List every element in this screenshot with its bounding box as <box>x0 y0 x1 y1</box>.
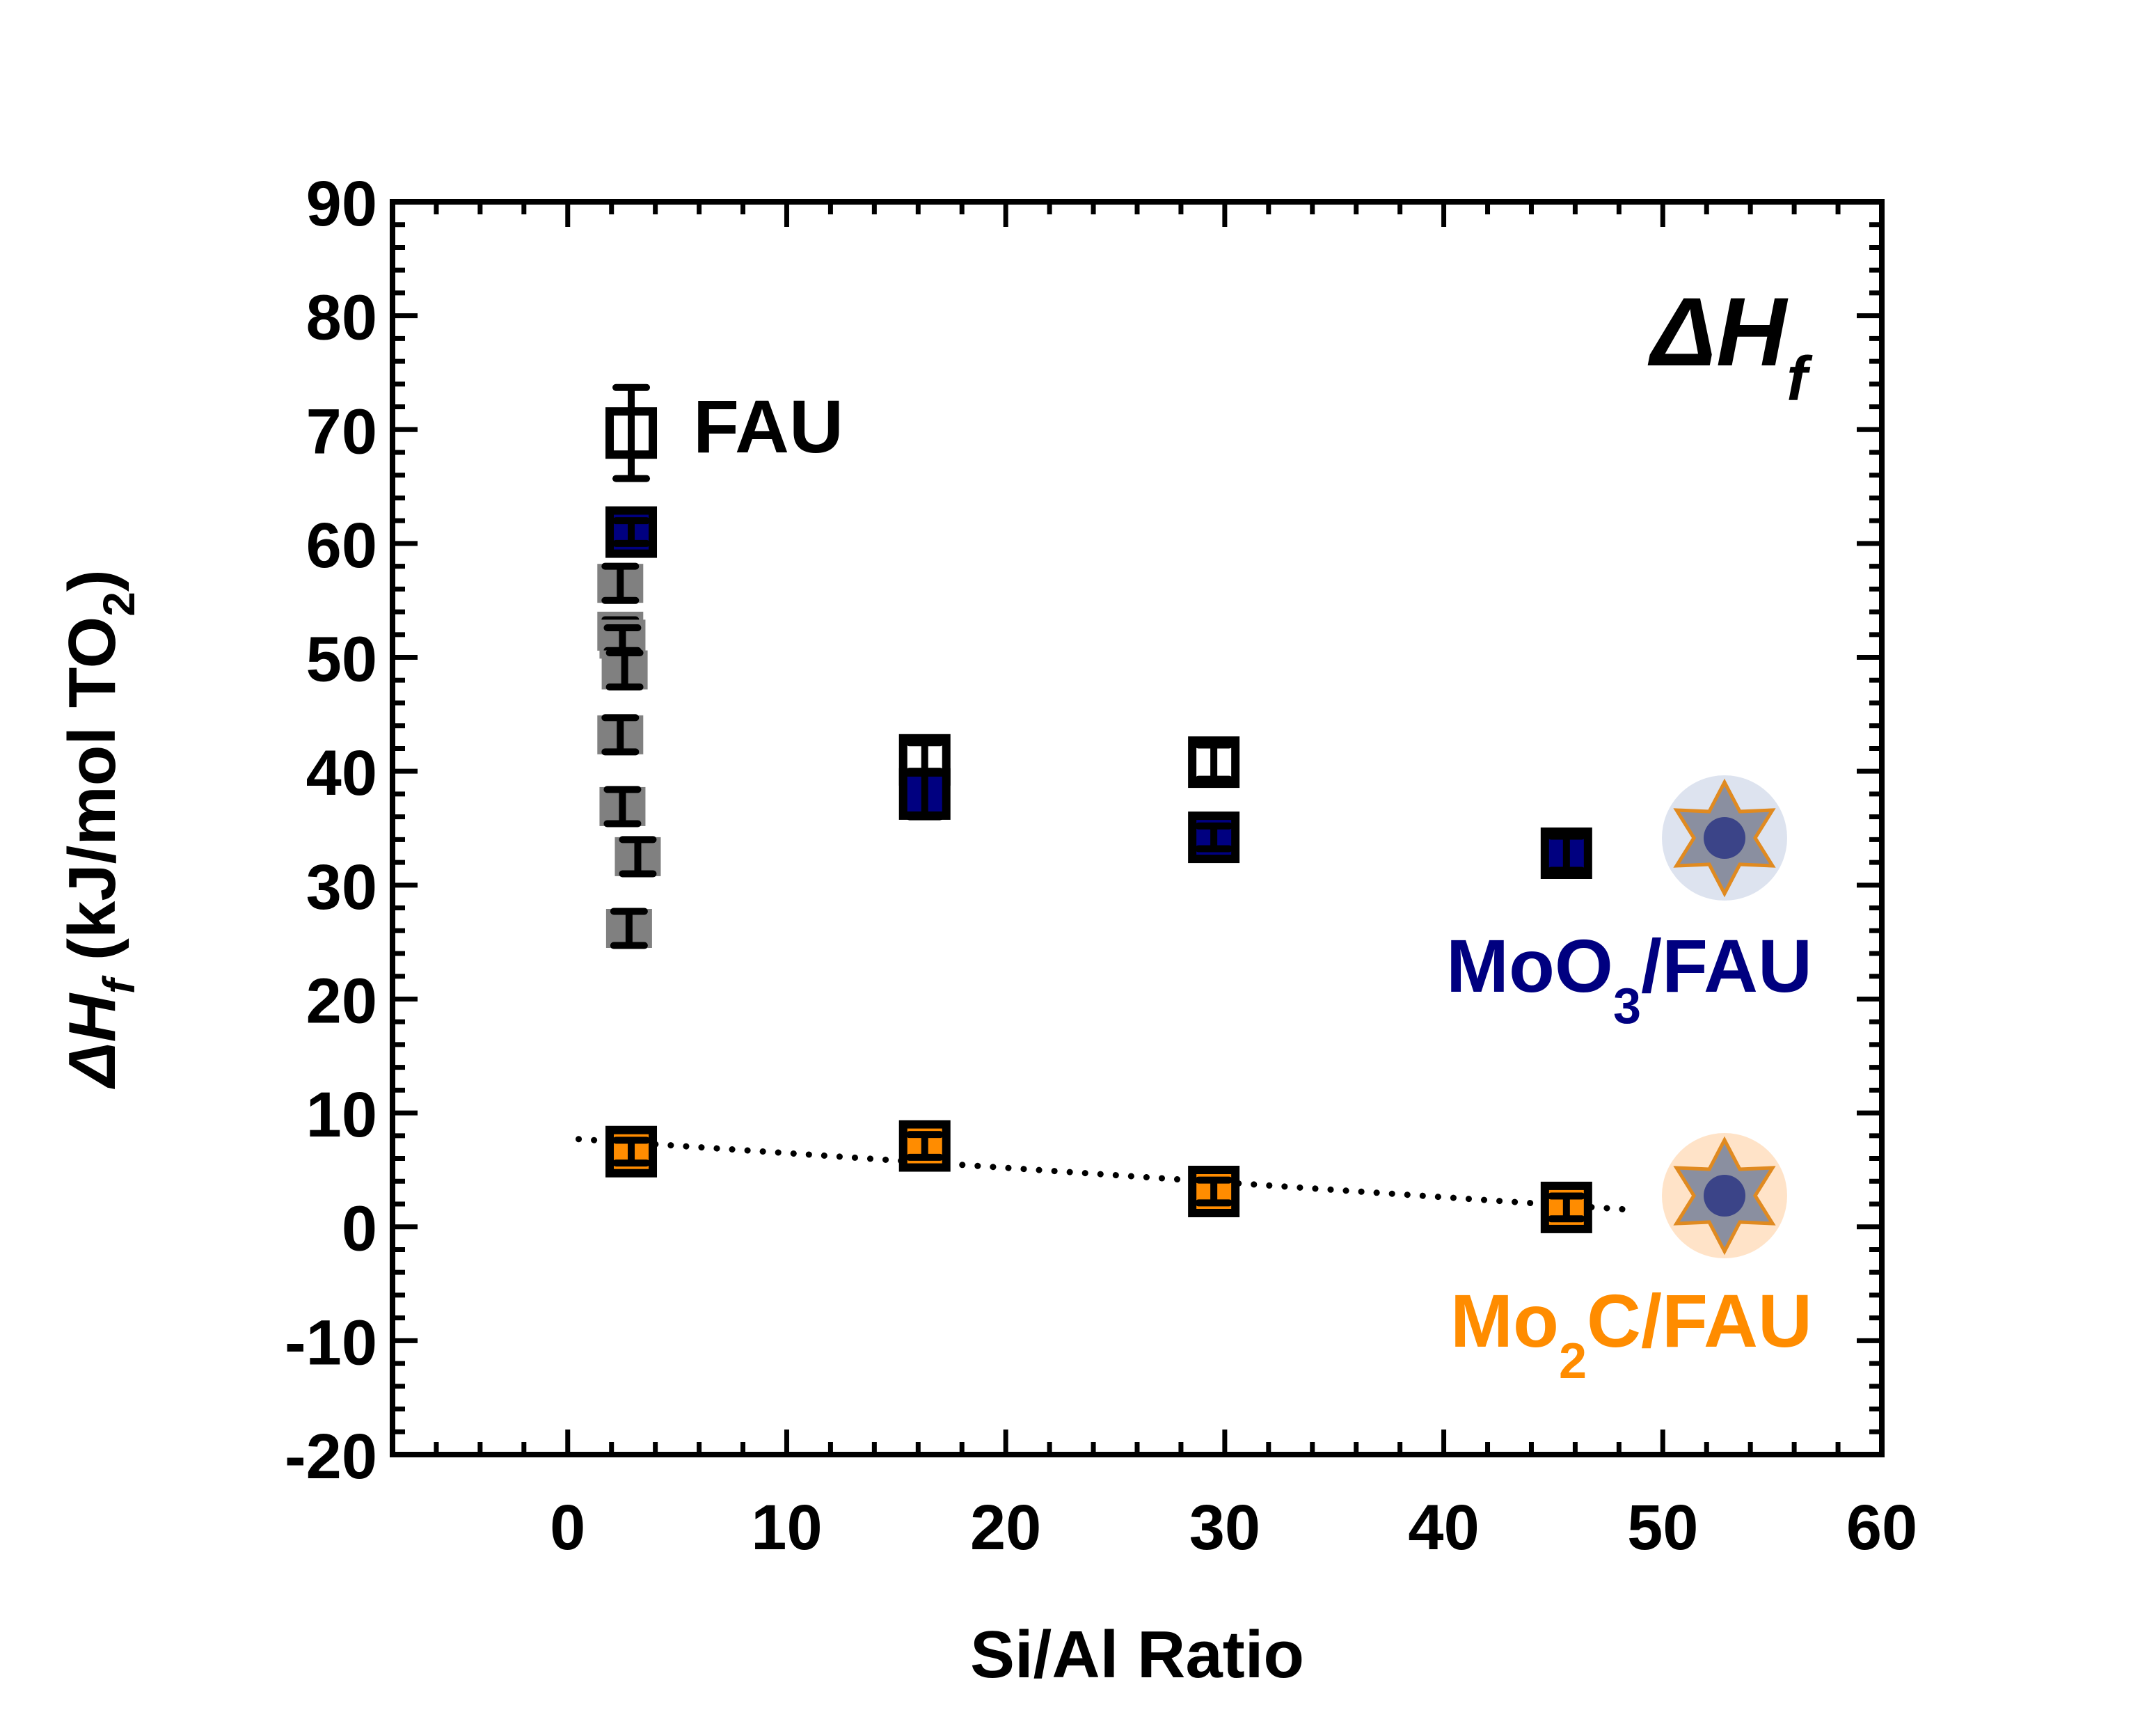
y-tick-label: -20 <box>285 1421 377 1492</box>
y-tick-label: 50 <box>306 624 377 695</box>
plot-frame <box>390 199 1885 1457</box>
data-point-fau <box>1188 736 1240 789</box>
data-point-moo3-fau <box>605 506 658 558</box>
y-tick-label: 30 <box>306 852 377 923</box>
y-tick-label: -10 <box>285 1307 377 1378</box>
data-point-fau <box>605 383 658 482</box>
zeolite-structure-icon-moo3 <box>1662 775 1787 901</box>
y-axis-label: ΔHf (kJ/mol TO2) <box>55 569 144 1089</box>
data-point-zeolite-data <box>615 836 661 878</box>
data-point-zeolite-data <box>605 908 652 949</box>
y-tick-label: 70 <box>306 396 377 467</box>
data-point-moo3-fau <box>1540 828 1592 879</box>
label-fau: FAU <box>693 384 843 468</box>
y-tick-label: 90 <box>306 168 377 239</box>
data-point-mo2c-fau <box>898 1120 951 1172</box>
data-point-mo2c-fau <box>1188 1166 1240 1217</box>
x-tick-label: 40 <box>1408 1492 1479 1563</box>
data-point-zeolite-data <box>597 714 644 756</box>
data-point-moo3-fau <box>898 768 951 821</box>
data-point-mo2c-fau <box>605 1125 658 1178</box>
data-point-moo3-fau <box>1188 811 1240 864</box>
label-mo2c-fau: Mo2C/FAU <box>1450 1278 1812 1389</box>
y-tick-label: 10 <box>306 1079 377 1150</box>
tick-labels: -20 -10 0 10 20 30 40 50 60 70 80 90 0 10 20 30 40 50 60 <box>285 168 1917 1563</box>
data-point-zeolite-data <box>599 786 646 828</box>
x-tick-label: 60 <box>1846 1492 1917 1563</box>
x-tick-label: 30 <box>1189 1492 1260 1563</box>
x-tick-label: 0 <box>550 1492 585 1563</box>
x-tick-label: 20 <box>970 1492 1041 1563</box>
trendline <box>576 1136 1633 1213</box>
y-tick-label: 60 <box>306 510 377 581</box>
zeolite-structure-icon-mo2c <box>1662 1133 1787 1258</box>
x-axis-label: Si/Al Ratio <box>970 1617 1304 1692</box>
label-moo3-fau: MoO3/FAU <box>1446 924 1812 1034</box>
data-point-mo2c-fau <box>1540 1181 1592 1233</box>
y-tick-label: 40 <box>306 738 377 809</box>
data-point-zeolite-data <box>601 649 648 691</box>
y-tick-label: 80 <box>306 283 377 354</box>
data-marks <box>576 383 1633 1233</box>
y-tick-label: 20 <box>306 965 377 1036</box>
x-tick-label: 50 <box>1627 1492 1698 1563</box>
y-tick-label: 0 <box>342 1194 377 1265</box>
data-point-zeolite-data <box>597 562 644 604</box>
chart-title: ΔHf <box>1647 277 1813 414</box>
x-tick-label: 10 <box>751 1492 822 1563</box>
